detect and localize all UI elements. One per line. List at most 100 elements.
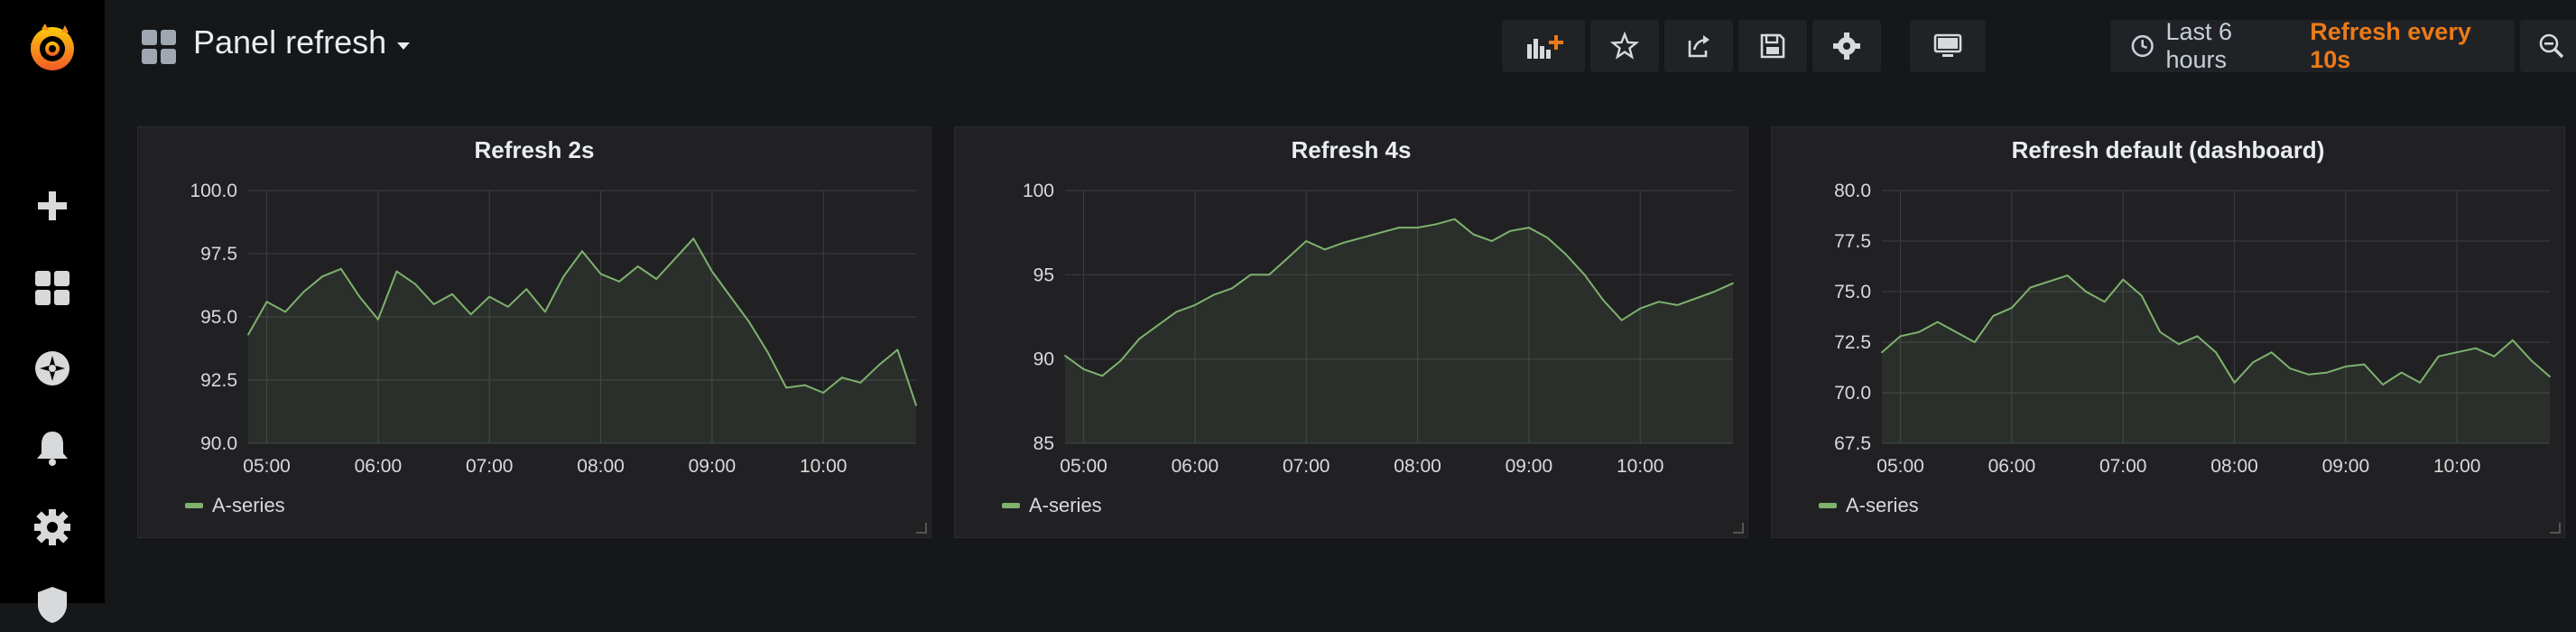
data-point [2103,301,2106,303]
data-point [562,275,565,278]
panel-refresh-4s[interactable]: Refresh 4s 85 90 95 100 05:00 06:00 07:00 08:00… [954,126,1748,538]
save-icon [1760,33,1785,59]
dashboard-grid-icon [142,30,176,64]
gear-icon[interactable] [25,500,79,554]
data-point [1379,231,1382,234]
data-point [525,288,528,291]
top-navbar: Panel refresh Last 6 hours Refresh every… [105,0,2576,90]
data-point [1899,335,1902,338]
data-point [1676,304,1679,306]
data-point [2400,371,2403,374]
data-point [395,270,398,273]
data-point [2196,335,2199,338]
data-point [414,283,416,285]
dashboard-title: Panel refresh [193,23,387,60]
panel-title[interactable]: Refresh 2s [474,136,595,163]
data-point [803,384,806,386]
x-tick-label: 05:00 [1060,456,1107,477]
legend-item[interactable]: A-series [1819,494,1919,517]
zoom-out-button[interactable] [2520,20,2576,72]
data-point [2178,343,2180,346]
y-tick-label: 95 [1033,265,1054,285]
panel-refresh-2s[interactable]: Refresh 2s 90.0 92.5 95.0 97.5 100.0 05:00 06:… [137,126,931,538]
graph-plot[interactable]: 67.5 70.0 72.5 75.0 77.5 80.0 05:00 06:00 07:00 0… [1772,127,2566,539]
grafana-logo[interactable] [18,16,87,78]
explore-icon[interactable] [25,341,79,395]
data-point [2140,294,2143,297]
legend-item[interactable]: A-series [1002,494,1102,517]
data-point [1231,287,1233,290]
graph-plot[interactable]: 90.0 92.5 95.0 97.5 100.0 05:00 06:00 07:00 08:0… [138,127,932,539]
data-point [1064,355,1066,357]
data-point [1583,274,1586,276]
data-point [878,364,880,367]
data-point [785,386,787,389]
data-point [1398,227,1400,228]
settings-button[interactable] [1812,20,1881,72]
graph-plot[interactable]: 85 90 95 100 05:00 06:00 07:00 08:00 09:00 10:00 [955,127,1749,539]
tv-mode-button[interactable] [1910,20,1986,72]
add-panel-button[interactable] [1502,20,1585,72]
data-point [1973,341,1976,343]
resize-handle[interactable] [916,523,927,534]
panel-title[interactable]: Refresh default (dashboard) [2011,136,2325,163]
data-point [2456,351,2459,354]
resize-handle[interactable] [1733,523,1744,534]
data-point [1249,274,1252,276]
data-point [358,295,361,298]
data-point [432,303,435,305]
data-point [1323,248,1326,251]
series-area [1882,275,2550,443]
x-tick-label: 06:00 [1988,456,2036,477]
dashboard-title-picker[interactable]: Panel refresh [193,23,411,61]
series-color-swatch [185,503,203,508]
series-color-swatch [1002,503,1020,508]
x-tick-label: 10:00 [1617,456,1664,477]
y-tick-label: 72.5 [1834,332,1871,353]
data-point [1620,319,1623,321]
data-point [2252,361,2254,364]
data-point [859,381,862,384]
legend-label: A-series [1029,494,1102,516]
shield-icon[interactable] [25,578,79,632]
x-tick-label: 07:00 [2099,456,2147,477]
x-tick-label: 05:00 [1876,456,1924,477]
clock-icon [2131,34,2154,58]
save-button[interactable] [1738,20,1807,72]
data-point [284,311,286,313]
legend-item[interactable]: A-series [185,494,285,517]
x-tick-label: 08:00 [1394,456,1441,477]
x-tick-label: 09:00 [2322,456,2370,477]
data-point [2215,351,2217,354]
dashboards-icon[interactable] [25,261,79,315]
resize-handle[interactable] [2550,523,2561,534]
star-button[interactable] [1590,20,1659,72]
data-point [1936,321,1939,323]
chevron-down-icon [397,42,411,50]
x-tick-label: 10:00 [2433,456,2481,477]
panel-refresh-default[interactable]: Refresh default (dashboard) 67.5 70.0 72.5… [1771,126,2565,538]
data-point [1268,274,1270,276]
data-point [265,301,268,303]
data-point [1342,242,1345,244]
data-point [1286,256,1289,259]
x-tick-label: 09:00 [1506,456,1553,477]
y-tick-label: 100.0 [190,181,237,201]
data-point [2419,381,2421,384]
share-button[interactable] [1664,20,1733,72]
create-icon[interactable] [25,179,79,233]
star-icon [1610,32,1639,60]
x-tick-label: 05:00 [243,456,291,477]
data-point [2029,286,2032,289]
data-point [599,273,602,275]
y-tick-label: 77.5 [1834,231,1871,252]
data-point [1119,359,1122,362]
data-point [2345,366,2347,367]
panel-title[interactable]: Refresh 4s [1291,136,1412,163]
data-point [729,295,732,298]
bell-icon[interactable] [25,421,79,475]
data-point [2512,339,2514,341]
data-point [1565,254,1567,256]
data-point [2085,291,2087,293]
time-picker-button[interactable]: Last 6 hours Refresh every 10s [2110,18,2515,73]
